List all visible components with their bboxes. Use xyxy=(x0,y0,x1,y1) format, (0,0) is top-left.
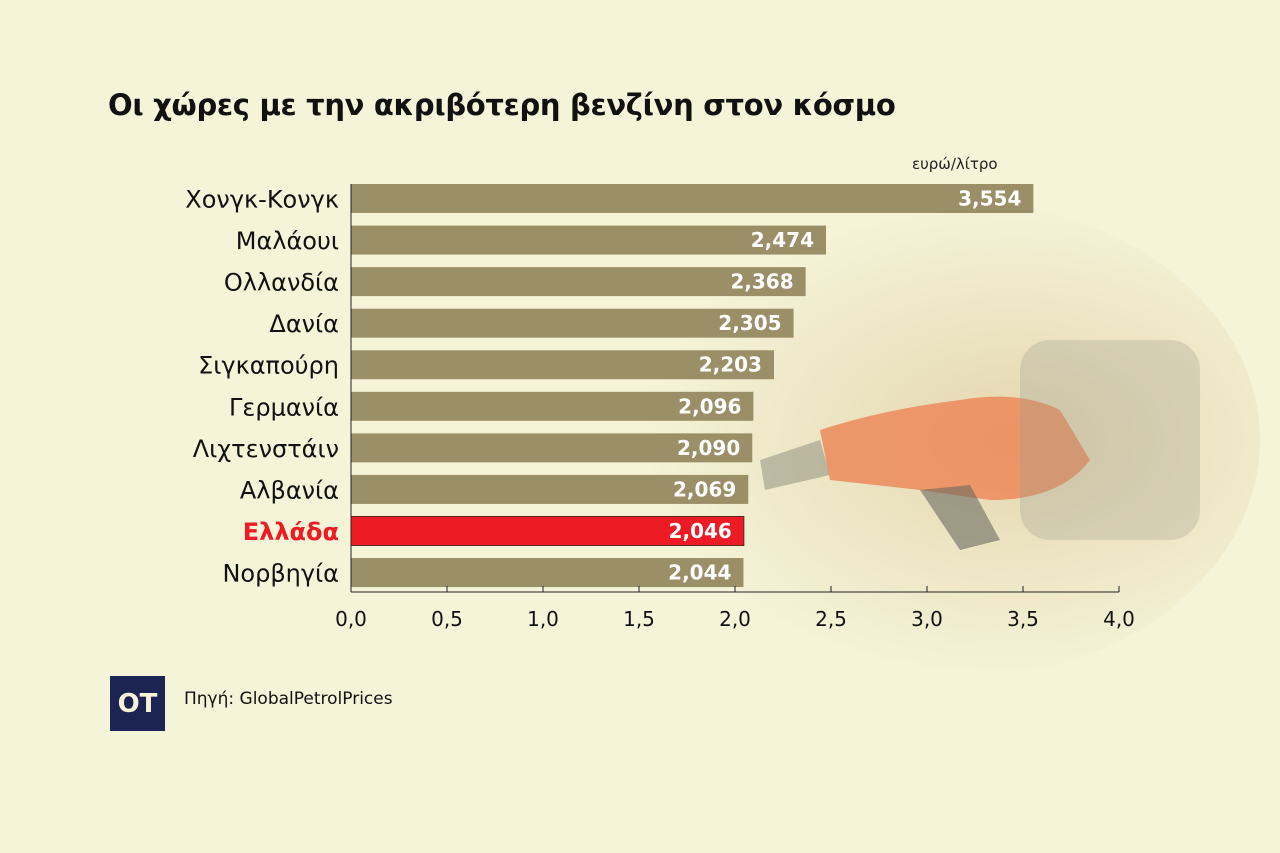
bar xyxy=(351,558,744,588)
x-tick-label: 3,0 xyxy=(911,607,943,631)
x-tick-label: 2,0 xyxy=(719,607,751,631)
bar xyxy=(351,184,1034,213)
data-label: 2,069 xyxy=(673,477,736,501)
x-tick-label: 1,0 xyxy=(527,607,559,631)
chart-title: Οι χώρες με την ακριβότερη βενζίνη στον … xyxy=(108,88,896,122)
data-label: 2,203 xyxy=(699,353,762,377)
category-label: Δανία xyxy=(269,310,339,338)
x-tick-label: 2,5 xyxy=(815,607,847,631)
category-label: Ελλάδα xyxy=(243,518,339,546)
bar xyxy=(351,391,754,421)
source-note: Πηγή: GlobalPetrolPrices xyxy=(184,689,393,709)
bar xyxy=(351,308,794,338)
category-label: Νορβηγία xyxy=(222,560,339,588)
data-label: 3,554 xyxy=(958,187,1021,211)
bar xyxy=(351,267,806,297)
x-tick-label: 0,5 xyxy=(431,607,463,631)
bar xyxy=(351,474,749,504)
x-tick-label: 4,0 xyxy=(1103,607,1135,631)
category-label: Μαλάουι xyxy=(236,227,339,255)
category-label: Χονγκ-Κονγκ xyxy=(185,186,339,214)
data-label: 2,046 xyxy=(669,519,732,543)
data-label: 2,096 xyxy=(678,394,741,418)
x-tick-label: 0,0 xyxy=(335,607,367,631)
category-label: Σιγκαπούρη xyxy=(198,352,339,380)
x-tick-label: 1,5 xyxy=(623,607,655,631)
bar xyxy=(350,515,745,546)
category-label: Λιχτενστάιν xyxy=(193,435,339,463)
bar xyxy=(351,225,827,255)
logo-text: OT xyxy=(117,688,158,719)
category-label: Αλβανία xyxy=(240,476,339,504)
category-label: Ολλανδία xyxy=(224,269,339,297)
category-label: Γερμανία xyxy=(229,393,339,421)
data-label: 2,044 xyxy=(668,561,731,585)
bar xyxy=(351,350,774,380)
data-label: 2,305 xyxy=(718,311,781,335)
data-label: 2,090 xyxy=(677,436,740,460)
unit-label: ευρώ/λίτρο xyxy=(912,155,998,173)
data-label: 2,474 xyxy=(751,228,814,252)
x-tick-label: 3,5 xyxy=(1007,607,1039,631)
data-label: 2,368 xyxy=(730,270,793,294)
ot-logo: OT xyxy=(110,676,165,731)
bar xyxy=(351,433,753,463)
fuel-nozzle-illustration xyxy=(760,340,1200,550)
